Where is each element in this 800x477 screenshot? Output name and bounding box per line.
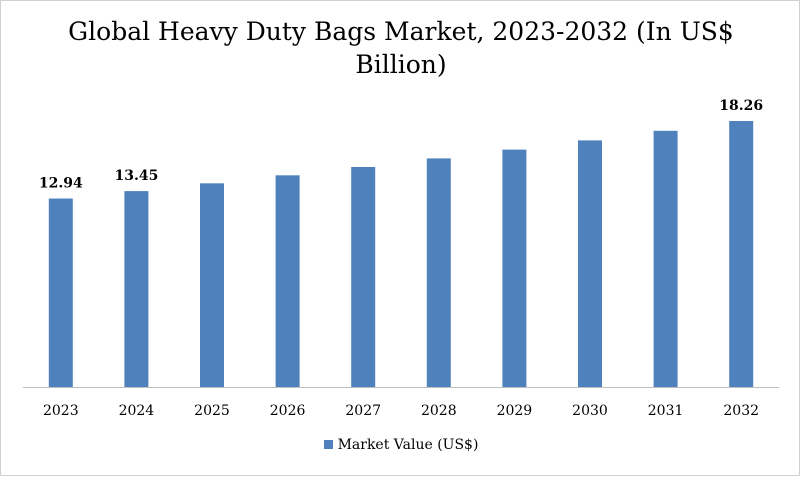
x-tick-label-2031: 2031	[648, 403, 684, 419]
bar-2024	[124, 191, 149, 387]
bar-2023	[48, 198, 73, 387]
bar-2025	[200, 183, 224, 387]
x-tick-label-2026: 2026	[270, 403, 306, 419]
bar-2026	[275, 175, 300, 387]
data-label-2032: 18.26	[719, 98, 763, 114]
legend-label: Market Value (US$)	[337, 437, 479, 453]
x-tick-label-2030: 2030	[572, 403, 608, 419]
data-label-2023: 12.94	[39, 176, 83, 192]
bar-2028	[426, 158, 451, 387]
chart-title: Global Heavy Duty Bags Market, 2023-2032…	[68, 17, 734, 79]
bar-2032	[729, 121, 754, 387]
x-tick-label-2032: 2032	[723, 403, 759, 419]
bar-2027	[351, 167, 376, 387]
bar-2031	[653, 130, 678, 388]
x-tick-label-2024: 2024	[119, 403, 155, 419]
data-label-2024: 13.45	[114, 168, 158, 184]
x-tick-label-2027: 2027	[345, 403, 381, 419]
bar-2030	[578, 140, 602, 387]
x-tick-label-2028: 2028	[421, 403, 457, 419]
legend-swatch	[323, 440, 333, 449]
x-tick-label-2023: 2023	[43, 403, 79, 419]
x-tick-label-2029: 2029	[497, 403, 533, 419]
legend: Market Value (US$)	[1, 437, 800, 453]
x-tick-label-2025: 2025	[194, 403, 230, 419]
bar-2029	[502, 149, 527, 387]
